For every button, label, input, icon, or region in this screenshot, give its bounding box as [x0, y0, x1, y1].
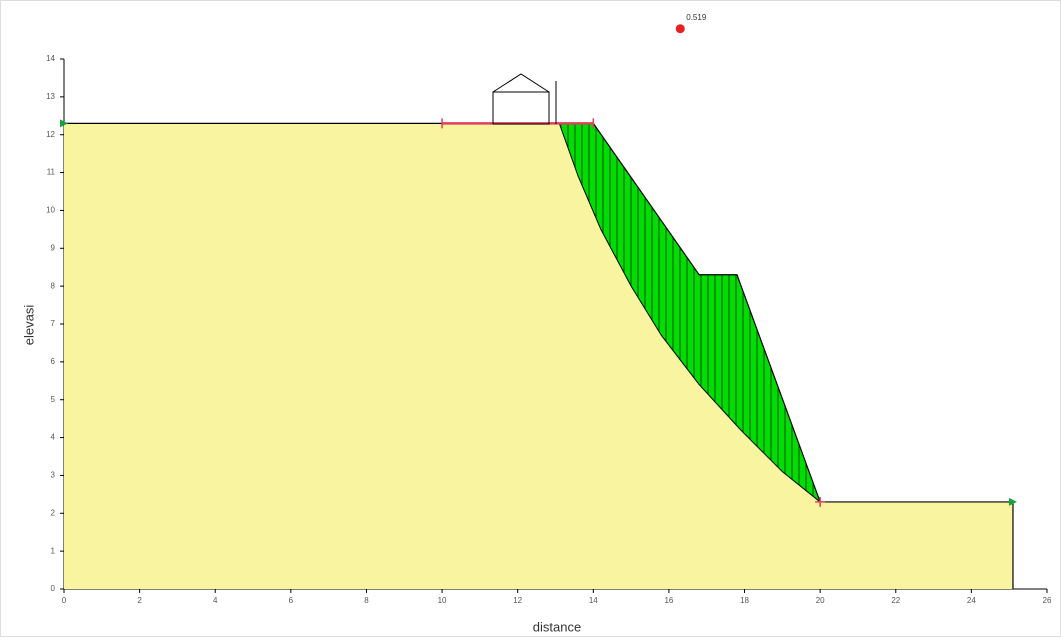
y-tick-label: 1 — [51, 546, 56, 555]
x-tick-label: 6 — [289, 596, 294, 605]
factor-of-safety: 0.519 — [686, 13, 707, 22]
x-axis-label: distance — [533, 619, 581, 634]
x-tick-label: 14 — [589, 596, 598, 605]
x-tick-label: 24 — [967, 596, 976, 605]
chart: 0123456789101112131402468101214161820222… — [0, 0, 1061, 637]
x-tick-label: 12 — [513, 596, 522, 605]
x-tick-label: 22 — [891, 596, 900, 605]
y-tick-label: 6 — [51, 357, 56, 366]
x-tick-label: 8 — [364, 596, 369, 605]
critical-center — [676, 24, 685, 33]
y-tick-label: 7 — [51, 319, 56, 328]
x-tick-label: 4 — [213, 596, 218, 605]
y-tick-label: 0 — [51, 584, 56, 593]
y-tick-label: 2 — [51, 508, 56, 517]
x-tick-label: 20 — [816, 596, 825, 605]
y-tick-label: 5 — [51, 395, 56, 404]
y-tick-label: 3 — [51, 471, 56, 480]
y-tick-label: 13 — [46, 92, 55, 101]
x-tick-label: 10 — [438, 596, 447, 605]
x-tick-label: 18 — [740, 596, 749, 605]
y-tick-label: 9 — [51, 243, 56, 252]
x-tick-label: 2 — [137, 596, 142, 605]
y-tick-label: 10 — [46, 206, 55, 215]
y-tick-label: 8 — [51, 281, 56, 290]
x-tick-label: 16 — [664, 596, 673, 605]
y-tick-label: 11 — [47, 168, 56, 177]
y-axis-label: elevasi — [21, 305, 36, 346]
page: 0123456789101112131402468101214161820222… — [0, 0, 1061, 642]
y-tick-label: 4 — [51, 433, 56, 442]
x-tick-label: 26 — [1043, 596, 1052, 605]
y-tick-label: 14 — [46, 54, 55, 63]
x-tick-label: 0 — [62, 596, 67, 605]
y-tick-label: 12 — [46, 130, 55, 139]
